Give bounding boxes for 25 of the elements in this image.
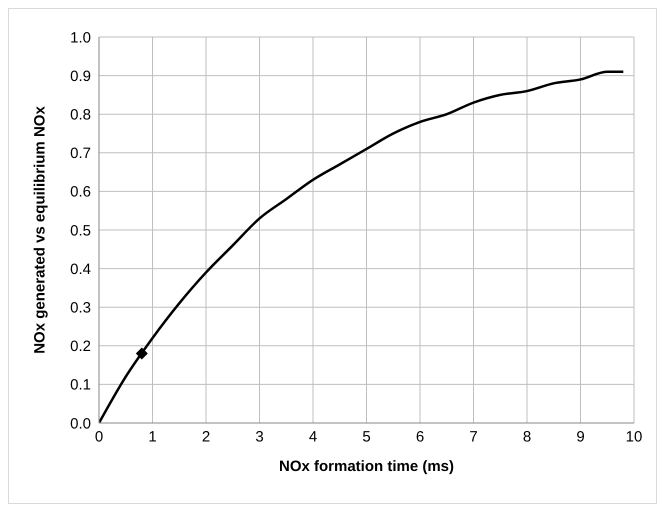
y-axis-title: NOx generated vs equilibrium NOx <box>31 106 48 354</box>
x-tick-label: 6 <box>416 428 424 446</box>
x-axis-title: NOx formation time (ms) <box>278 458 454 475</box>
x-tick-label: 2 <box>202 428 210 446</box>
y-tick-label: 0.4 <box>70 260 91 278</box>
x-tick-label: 9 <box>576 428 585 446</box>
x-tick-label: 8 <box>522 428 532 446</box>
y-tick-label: 0.3 <box>70 300 91 317</box>
x-tick-label: 4 <box>308 428 318 446</box>
x-tick-label: 0 <box>94 428 104 446</box>
y-tick-label: 0.8 <box>70 106 91 124</box>
y-tick-label: 0.0 <box>70 415 91 432</box>
y-tick-label: 0.5 <box>70 222 91 240</box>
y-tick-label: 1.0 <box>70 29 91 46</box>
x-tick-label: 1 <box>148 428 157 446</box>
x-tick-label: 3 <box>255 428 264 446</box>
line-series <box>99 70 625 423</box>
y-tick-label: 0.6 <box>70 184 91 201</box>
y-tick-label: 0.7 <box>70 145 91 162</box>
y-tick-label: 0.1 <box>70 376 91 394</box>
x-tick-label: 7 <box>469 428 478 446</box>
x-tick-label: 10 <box>626 428 642 446</box>
x-tick-label: 5 <box>362 428 371 446</box>
y-tick-label: 0.2 <box>70 338 91 356</box>
y-tick-label: 0.9 <box>70 68 91 85</box>
